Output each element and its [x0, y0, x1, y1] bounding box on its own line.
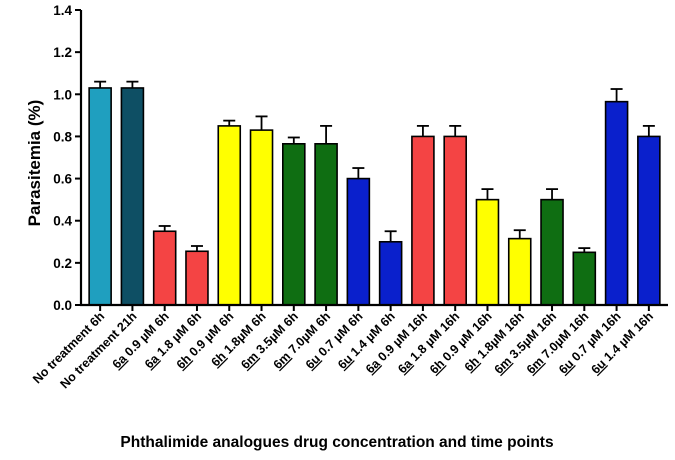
y-tick-label: 1.4 [53, 3, 72, 18]
bar [443, 135, 467, 306]
bars [88, 80, 661, 306]
bar [120, 87, 145, 306]
bar [217, 125, 242, 306]
bar [346, 177, 371, 306]
y-tick-label: 0.6 [53, 172, 72, 187]
bar [540, 198, 564, 306]
bar [314, 143, 338, 306]
y-axis: 0.0 0.2 0.4 0.6 0.8 1.0 1.2 1.4 [53, 3, 83, 313]
bar [249, 129, 274, 306]
x-axis-label: Phthalimide analogues drug concentration… [120, 434, 553, 451]
bar [88, 87, 112, 306]
bar [411, 135, 435, 306]
bar [475, 198, 500, 306]
bar [185, 250, 209, 306]
y-tick-label: 0.0 [53, 298, 72, 313]
y-tick-label: 0.8 [53, 129, 72, 144]
bar [152, 230, 177, 306]
y-tick-label: 1.0 [53, 87, 72, 102]
bar [378, 240, 403, 306]
bar [572, 251, 597, 306]
bar [604, 100, 629, 306]
y-axis-label: Parasitemia (%) [25, 100, 44, 227]
y-tick-label: 1.2 [53, 45, 72, 60]
bar [637, 135, 661, 306]
y-tick-label: 0.2 [53, 256, 72, 271]
bar [282, 143, 306, 306]
y-tick-label: 0.4 [53, 214, 72, 229]
bar [507, 237, 532, 306]
